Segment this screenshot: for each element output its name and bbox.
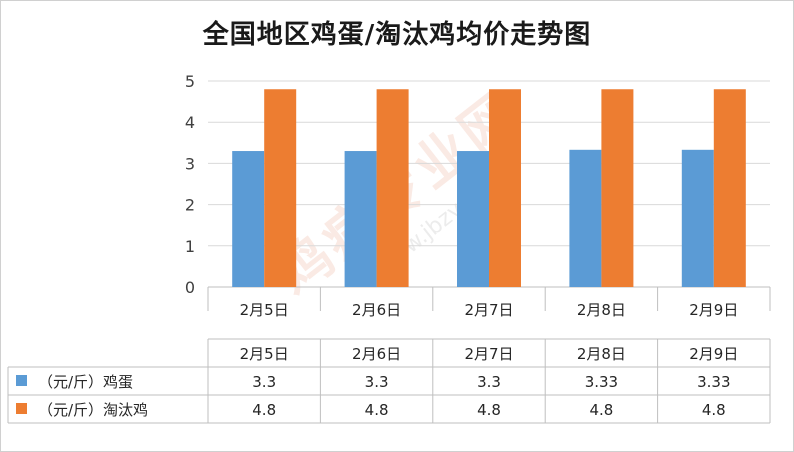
bar-cull-hen <box>264 89 297 288</box>
bar-cull-hen <box>376 89 409 288</box>
table-value-cell: 4.8 <box>477 401 501 419</box>
y-tick-label: 0 <box>185 278 195 297</box>
bar-egg <box>569 149 602 287</box>
table-header-cell: 2月5日 <box>240 345 289 363</box>
table-value-cell: 3.33 <box>585 373 618 391</box>
legend-swatch <box>16 403 27 414</box>
bar-egg <box>344 151 377 287</box>
table-value-cell: 3.3 <box>252 373 276 391</box>
y-tick-label: 4 <box>185 113 195 132</box>
legend-label: （元/斤）淘汰鸡 <box>38 401 148 419</box>
bar-cull-hen <box>489 89 521 288</box>
table-value-cell: 4.8 <box>589 401 613 419</box>
table-value-cell: 4.8 <box>702 401 726 419</box>
table-value-cell: 3.3 <box>477 373 501 391</box>
legend-label: （元/斤）鸡蛋 <box>38 373 133 391</box>
x-tick-label: 2月6日 <box>352 301 401 319</box>
legend-swatch <box>16 375 27 386</box>
y-tick-label: 1 <box>185 237 195 256</box>
y-tick-label: 3 <box>185 154 195 173</box>
bar-egg <box>232 151 265 287</box>
table-header-cell: 2月8日 <box>577 345 626 363</box>
table-header-cell: 2月9日 <box>689 345 738 363</box>
table-value-cell: 4.8 <box>252 401 276 419</box>
bar-cull-hen <box>601 89 634 288</box>
bar-egg <box>681 149 714 287</box>
bar-cull-hen <box>713 89 746 288</box>
x-tick-label: 2月7日 <box>464 301 513 319</box>
table-header-cell: 2月7日 <box>464 345 513 363</box>
bar-egg <box>457 151 489 287</box>
table-header-cell: 2月6日 <box>352 345 401 363</box>
x-tick-label: 2月5日 <box>240 301 289 319</box>
table-value-cell: 3.3 <box>365 373 389 391</box>
table-value-cell: 4.8 <box>365 401 389 419</box>
chart-title: 全国地区鸡蛋/淘汰鸡均价走势图 <box>202 20 592 50</box>
y-tick-label: 5 <box>185 72 195 91</box>
x-tick-label: 2月9日 <box>689 301 738 319</box>
table-value-cell: 3.33 <box>697 373 730 391</box>
x-tick-label: 2月8日 <box>577 301 626 319</box>
y-tick-label: 2 <box>185 196 195 215</box>
